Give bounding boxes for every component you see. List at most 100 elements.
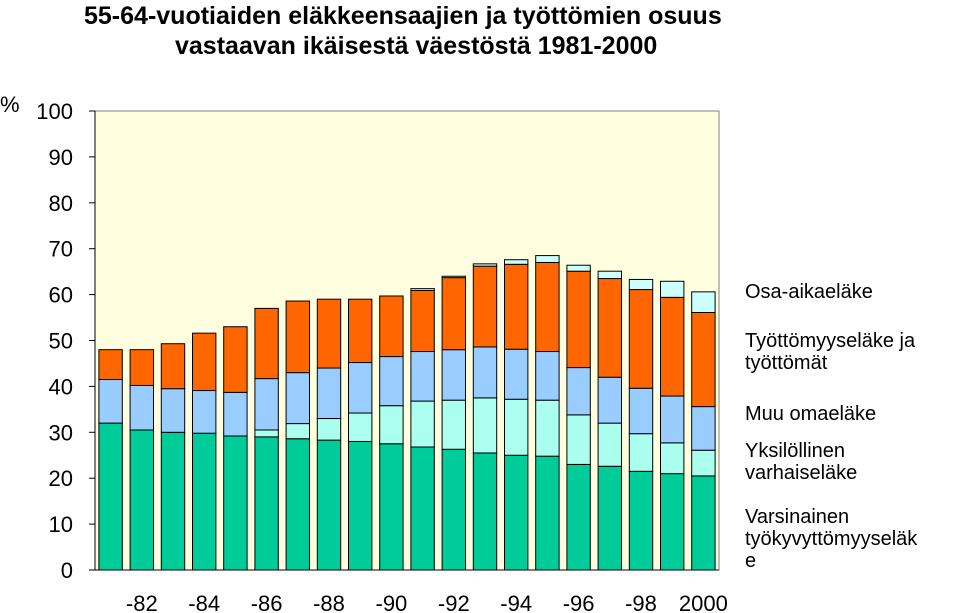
- bar-segment-1-1999: [660, 473, 685, 571]
- x-tick-label: -82: [126, 591, 158, 613]
- bar-segment-4-1986: [254, 307, 279, 380]
- bar-segment-1-1986: [254, 436, 279, 571]
- bar-segment-5-2000: [691, 291, 716, 314]
- x-tick-label: -98: [625, 591, 657, 613]
- bar-segment-5-1996: [566, 264, 591, 272]
- bar-segment-3-1992: [441, 349, 467, 401]
- bar-segment-4-1985: [223, 326, 248, 393]
- x-tick-label: -94: [500, 591, 532, 613]
- bar-segment-3-2000: [691, 406, 716, 451]
- bar-segment-4-1999: [660, 296, 685, 397]
- bar-segment-4-1989: [348, 298, 373, 364]
- legend-entry: Yksilöllinen varhaiseläke: [745, 440, 858, 484]
- bar-segment-3-1988: [316, 367, 342, 420]
- bar-segment-1-1981: [98, 422, 123, 571]
- y-tick-label: 60: [49, 283, 73, 308]
- y-tick-label: 70: [49, 237, 73, 262]
- x-axis: -82 -84 -86 -88 -90 -92 -94 -96 -98 2000: [95, 569, 728, 613]
- bar-segment-4-1990: [379, 295, 404, 358]
- bar-segment-4-1984: [192, 332, 217, 392]
- bar-segment-3-1986: [254, 378, 279, 431]
- bar-segment-1-2000: [691, 475, 716, 571]
- x-tick-label: -84: [188, 591, 220, 613]
- bar-segment-3-1999: [660, 395, 685, 444]
- bar-segment-5-1992: [441, 275, 467, 279]
- bar-segment-4-1992: [441, 277, 467, 351]
- bar-segment-3-1983: [160, 388, 186, 433]
- bar-segment-1-1996: [566, 463, 591, 571]
- bar-segment-2-1997: [597, 422, 622, 467]
- y-tick-label: 20: [49, 466, 73, 491]
- y-tick-label: 80: [49, 191, 73, 216]
- x-tick-label: -92: [438, 591, 470, 613]
- x-tick-label: -88: [313, 591, 345, 613]
- bar-segment-1-1992: [441, 448, 467, 571]
- bar-segment-2-1992: [441, 399, 467, 450]
- plot-area: [94, 110, 720, 571]
- bar-segment-4-1981: [98, 349, 123, 381]
- bar-segment-4-1994: [504, 263, 529, 350]
- bar-segment-4-1991: [410, 289, 435, 353]
- bar-segment-4-1998: [628, 289, 654, 389]
- bar-segment-3-1984: [192, 390, 217, 434]
- legend-entry: Muu omaeläke: [745, 403, 877, 425]
- y-axis: 0 10 20 30 40 50 60 70 80 90 100: [36, 99, 96, 583]
- bar-segment-5-1995: [535, 255, 560, 263]
- bar-segment-1-1994: [504, 454, 529, 571]
- y-tick-label: 50: [49, 329, 73, 354]
- bar-segment-2-2000: [691, 449, 716, 477]
- bar-segment-1-1993: [472, 452, 498, 571]
- bar-segment-4-1988: [316, 298, 342, 369]
- bar-segment-3-1985: [223, 391, 248, 437]
- x-tick-label: -90: [376, 591, 408, 613]
- bar-segment-2-1999: [660, 442, 685, 475]
- bar-segment-2-1987: [285, 423, 311, 440]
- y-tick-label: 40: [49, 374, 73, 399]
- bar-segment-4-1982: [129, 349, 155, 386]
- bar-segment-3-1989: [348, 362, 373, 414]
- bar-segment-1-1983: [160, 431, 186, 571]
- bar-segment-2-1998: [628, 433, 654, 472]
- bar-segment-1-1990: [379, 443, 404, 571]
- bar-segment-3-1981: [98, 379, 123, 424]
- x-tick-label: 2000: [679, 591, 728, 613]
- bar-segment-1-1982: [129, 429, 155, 571]
- bar-segment-4-1993: [472, 265, 498, 348]
- bar-segment-1-1988: [316, 439, 342, 571]
- y-tick-label: 10: [49, 512, 73, 537]
- bar-segment-1-1985: [223, 435, 248, 571]
- bar-segment-1-1991: [410, 446, 435, 571]
- y-tick-label: 30: [49, 420, 73, 445]
- bar-segment-2-1986: [254, 429, 279, 438]
- bar-segment-4-2000: [691, 312, 716, 408]
- bar-segment-1-1987: [285, 438, 311, 571]
- chart-subtitle: vastaavan ikäisestä väestöstä 1981-2000: [175, 32, 658, 60]
- x-tick-label: -96: [563, 591, 595, 613]
- bar-segment-3-1997: [597, 376, 622, 424]
- bar-segment-2-1995: [535, 399, 560, 457]
- bar-segment-3-1990: [379, 356, 404, 407]
- bar-segment-2-1989: [348, 412, 373, 442]
- bar-segment-5-1998: [628, 278, 654, 291]
- bar-segment-3-1996: [566, 367, 591, 416]
- bar-segment-2-1991: [410, 400, 435, 448]
- legend-entry: Työttömyyseläke ja työttömät: [745, 330, 916, 374]
- bar-segment-3-1998: [628, 387, 654, 435]
- bar-segment-3-1987: [285, 372, 311, 425]
- bar-segment-5-1997: [597, 270, 622, 280]
- y-tick-label: 90: [49, 145, 73, 170]
- x-tick-label: -86: [251, 591, 283, 613]
- bar-segment-4-1983: [160, 343, 186, 390]
- legend-entry: Varsinainen työkyvyttömyyseläk e: [745, 506, 918, 572]
- y-tick-label: 100: [36, 99, 73, 124]
- bar-segment-4-1997: [597, 278, 622, 378]
- bar-segment-1-1984: [192, 432, 217, 571]
- legend-entry: Osa-aikaeläke: [745, 281, 873, 303]
- bar-segment-3-1991: [410, 351, 435, 402]
- chart-title: 55-64-vuotiaiden eläkkeensaajien ja työt…: [84, 2, 722, 30]
- bar-series: [98, 255, 716, 571]
- bar-segment-1-1997: [597, 465, 622, 571]
- bar-segment-3-1993: [472, 346, 498, 399]
- bar-segment-2-1994: [504, 398, 529, 456]
